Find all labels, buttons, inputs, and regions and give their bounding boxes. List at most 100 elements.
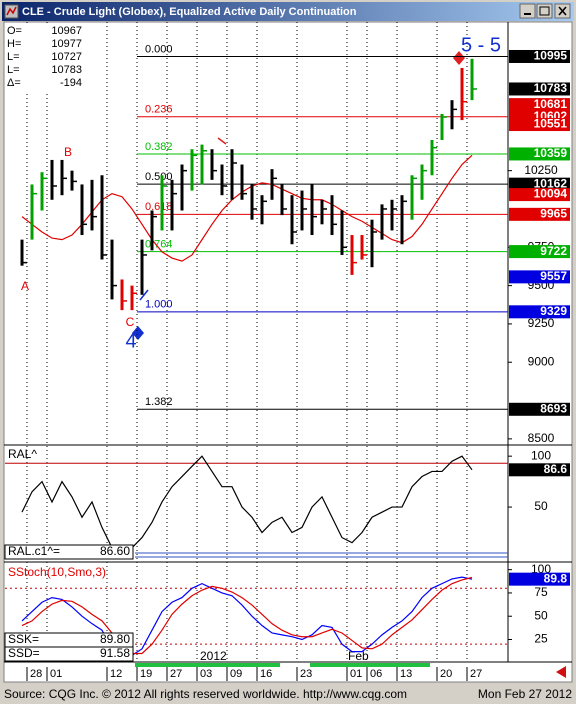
annotation: 5 - 5: [461, 34, 501, 56]
red-diamond: [453, 51, 465, 65]
price-marker-label: 8693: [540, 401, 567, 415]
title-bar: [2, 2, 574, 21]
info-value: 10977: [51, 38, 82, 50]
y-tick-label: 8500: [528, 431, 555, 445]
moving-average: [21, 154, 473, 262]
y-tick-label: 25: [534, 632, 548, 646]
x-tick-label: 01: [50, 668, 62, 680]
x-tick-label: 28: [30, 668, 42, 680]
indicator-line: [21, 455, 473, 554]
readout-label: RAL.c1^=: [8, 544, 60, 558]
indicator-line: [21, 576, 473, 659]
info-value: 10967: [51, 25, 82, 37]
close-glyph: [558, 6, 567, 16]
x-tick-label: 27: [170, 668, 182, 680]
maximize-glyph: [539, 6, 550, 16]
period-label: Feb: [348, 649, 369, 663]
y-tick-label: 100: [531, 562, 551, 576]
price-marker-label: 10359: [534, 146, 568, 160]
price-marker: [509, 305, 570, 319]
readout-value: 91.58: [100, 646, 130, 660]
y-tick-label: 75: [534, 585, 548, 599]
x-tick-label: 13: [400, 668, 412, 680]
fib-label: 0.500: [145, 171, 173, 183]
annotation: A: [21, 279, 29, 293]
annotation: B: [64, 145, 72, 159]
readout-value: 89.80: [100, 632, 130, 646]
price-marker-label: 10783: [534, 81, 568, 95]
footer-date: Mon Feb 27 2012: [478, 687, 572, 701]
pointer-arrow: [139, 289, 149, 301]
readout-box: [4, 646, 134, 662]
price-marker-label: 10681: [534, 97, 568, 111]
x-tick-label: 23: [300, 668, 312, 680]
price-marker-label: 9557: [540, 269, 567, 283]
fib-label: 0.236: [145, 104, 173, 116]
price-marker-label: 9965: [540, 207, 567, 221]
price-marker-label: 10551: [534, 117, 568, 131]
price-marker: [509, 98, 570, 112]
info-box: [5, 23, 87, 93]
x-tick-label: 12: [110, 668, 122, 680]
panel-title: SStoch(10,Smo,3): [8, 565, 106, 579]
chart-area: [3, 21, 573, 683]
price-marker: [509, 245, 570, 259]
price-marker: [509, 118, 570, 132]
info-label: H=: [7, 38, 21, 50]
y-tick-label: 9250: [528, 316, 555, 330]
readout-label: SSD=: [8, 646, 40, 660]
price-marker-label: 9722: [540, 244, 567, 258]
price-marker: [509, 147, 570, 161]
date-strip: [135, 663, 280, 667]
y-tick-label: 10250: [524, 163, 558, 177]
minimize-button[interactable]: [519, 3, 536, 19]
price-marker-label: 89.8: [544, 571, 568, 585]
info-label: L=: [7, 51, 20, 63]
price-marker: [509, 572, 570, 586]
x-tick-label: 03: [200, 668, 212, 680]
x-tick-label: 20: [440, 668, 452, 680]
price-marker: [509, 49, 570, 63]
info-value: 10783: [51, 64, 82, 76]
window-title: CLE - Crude Light (Globex), Equalized Ac…: [22, 6, 357, 18]
icon-glyph: [6, 6, 17, 16]
price-marker-label: 10162: [534, 176, 568, 190]
blue-diamond: [132, 326, 144, 340]
status-bar: [0, 684, 576, 704]
price-marker: [509, 463, 570, 477]
x-tick-label: 06: [370, 668, 382, 680]
price-marker-label: 10094: [534, 187, 568, 201]
panel-title: RAL^: [8, 447, 37, 461]
indicator-line: [21, 576, 473, 655]
annotation: 4: [125, 330, 136, 352]
info-label: O=: [7, 25, 22, 37]
readout-label: SSK=: [8, 632, 39, 646]
fib-label: 1.382: [145, 396, 173, 408]
x-tick-label: 09: [230, 668, 242, 680]
info-label: L=: [7, 64, 20, 76]
period-label: 2012: [200, 649, 227, 663]
price-marker: [509, 207, 570, 221]
info-label: Δ=: [7, 77, 21, 89]
fib-label: 0.382: [145, 141, 173, 153]
y-tick-label: 50: [534, 608, 548, 622]
footer-source: Source: CQG Inc. © 2012 All rights reser…: [4, 687, 407, 701]
price-marker-label: 10995: [534, 49, 568, 63]
scroll-arrow[interactable]: [556, 666, 566, 678]
info-value: -194: [60, 77, 82, 89]
x-tick-label: 16: [260, 668, 272, 680]
fib-label: 1.000: [145, 299, 173, 311]
price-marker: [509, 402, 570, 416]
price-marker: [509, 82, 570, 96]
readout-value: 86.60: [100, 544, 130, 558]
price-marker: [509, 188, 570, 202]
x-tick-label: 27: [470, 668, 482, 680]
annotation: C: [126, 315, 135, 329]
date-strip: [310, 663, 430, 667]
window-buttons[interactable]: [519, 3, 571, 19]
y-tick-label: 100: [531, 448, 551, 462]
maximize-button[interactable]: [536, 3, 553, 19]
price-marker: [509, 270, 570, 284]
